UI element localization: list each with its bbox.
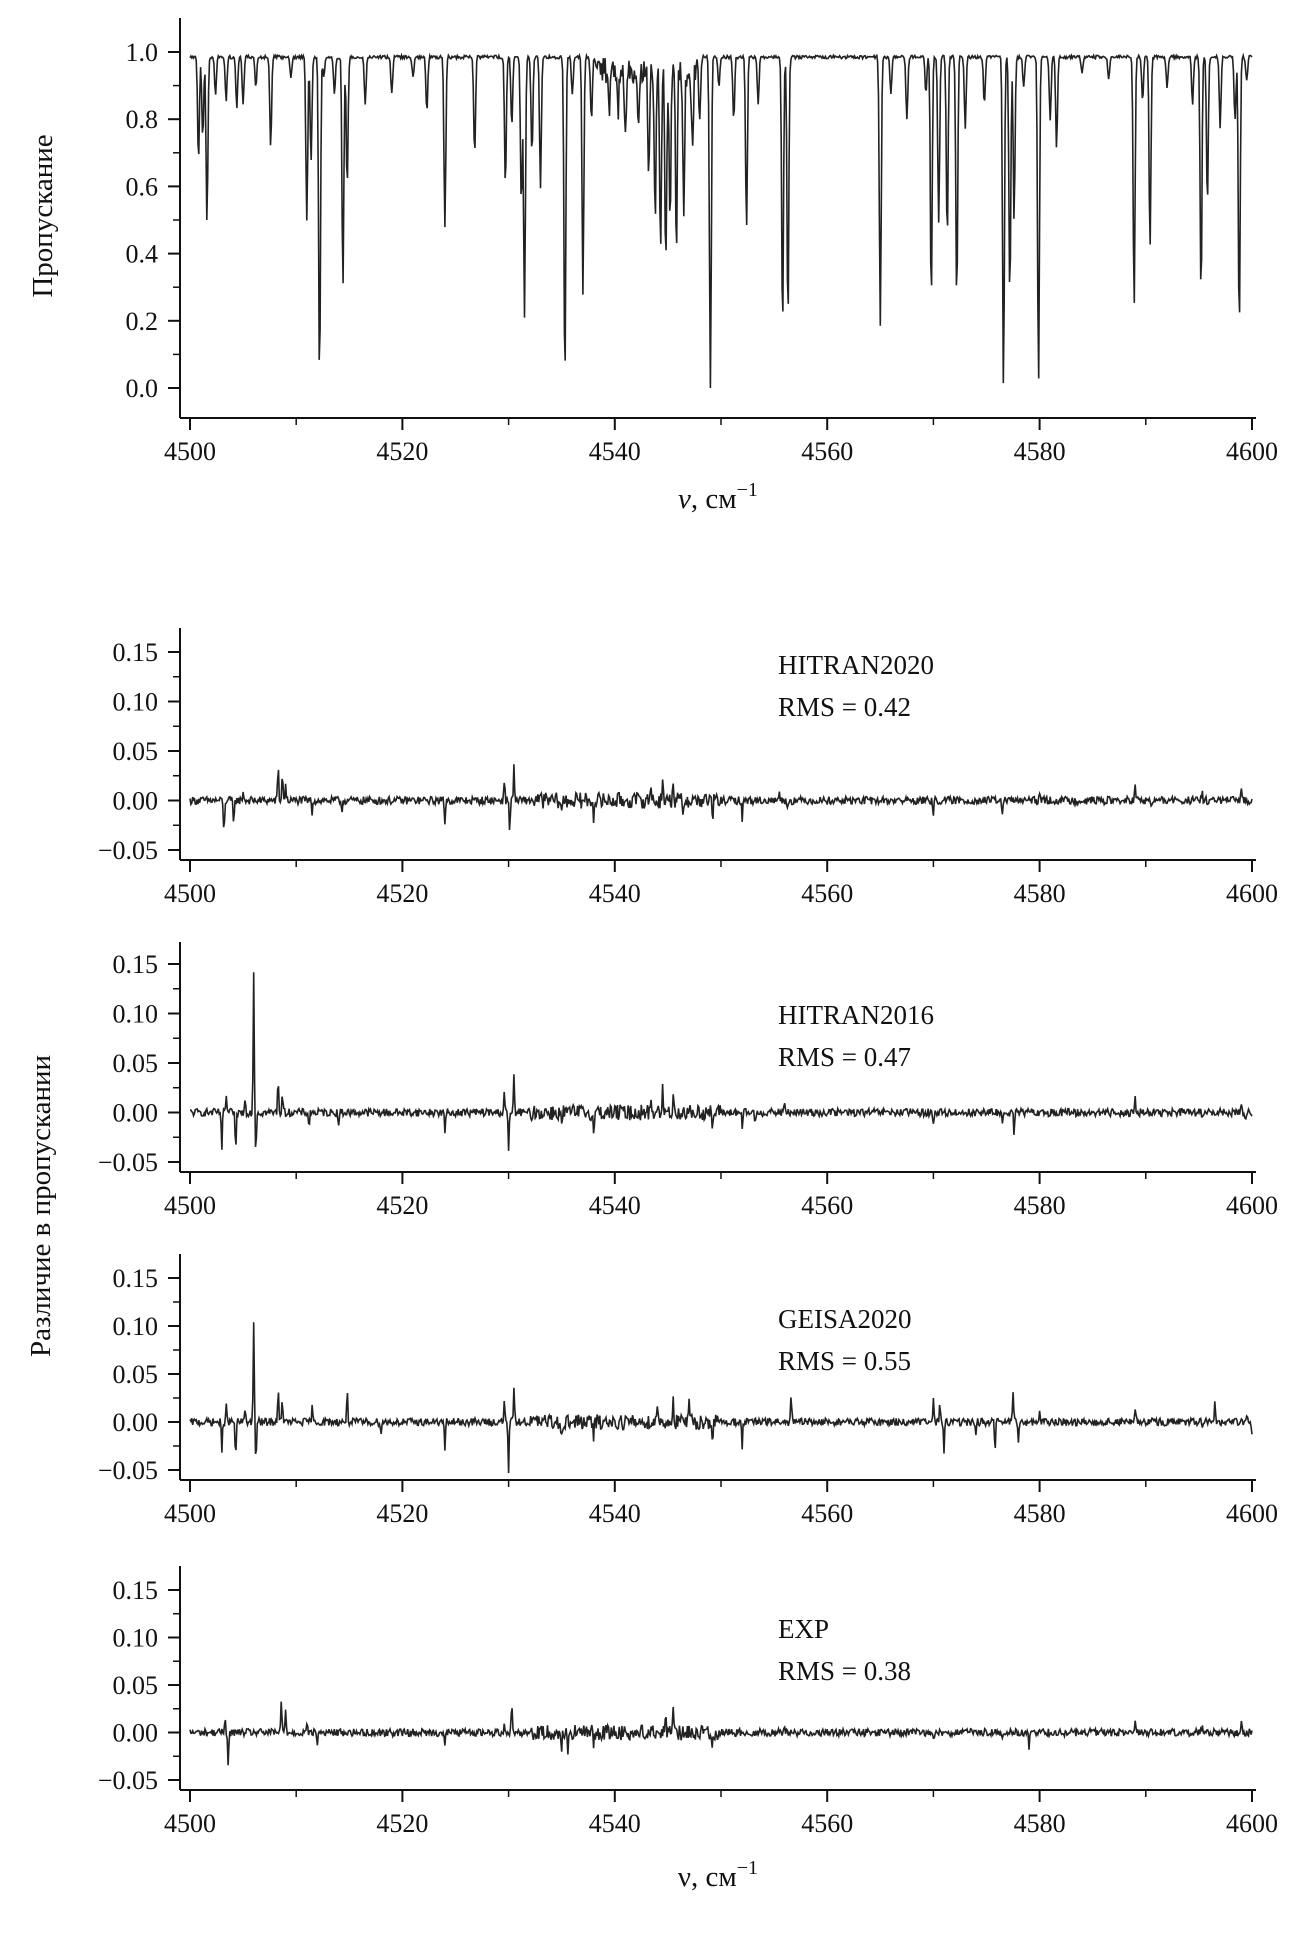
rms-label: RMS = 0.47 — [778, 1042, 911, 1072]
x-tick-label: 4600 — [1226, 437, 1278, 466]
series-name-label: EXP — [778, 1614, 829, 1644]
y-tick-label: 0.00 — [113, 1408, 159, 1437]
rms-label: RMS = 0.55 — [778, 1346, 911, 1376]
y-tick-label: 0.00 — [113, 1719, 159, 1748]
axis-ticks — [168, 963, 1253, 1184]
x-tick-label: 4520 — [376, 1191, 428, 1220]
y-tick-label: 0.6 — [126, 172, 159, 201]
x-axis-title: ν, см−1 — [678, 479, 758, 515]
y-tick-label: −0.05 — [98, 1766, 158, 1795]
axis-ticks — [168, 1589, 1253, 1802]
x-tick-label: 4560 — [801, 1809, 853, 1838]
x-tick-label: 4540 — [589, 1499, 641, 1528]
x-tick-label: 4500 — [164, 1191, 216, 1220]
y-tick-label: 0.05 — [113, 737, 159, 766]
y-tick-label: 0.10 — [113, 1312, 159, 1341]
x-tick-label: 4560 — [801, 879, 853, 908]
y-tick-label: 0.8 — [126, 105, 159, 134]
exp-series-line — [189, 1701, 1253, 1766]
geisa2020-series-line — [189, 1322, 1253, 1474]
y-tick-label: 0.10 — [113, 1624, 159, 1653]
geisa2020-difference-panel: 4500 4520 4540 4560 4580 4600 −0.05 0.00 0.05 0.1… — [98, 1254, 1278, 1528]
y-tick-label: 0.00 — [113, 787, 159, 816]
x-tick-label: 4540 — [589, 1191, 641, 1220]
x-axis-exponent: −1 — [737, 1857, 758, 1879]
y-tick-label: 0.15 — [113, 1576, 159, 1605]
tick-labels: 4500 4520 4540 4560 4580 4600 −0.05 0.00 0.05 0.1… — [98, 1576, 1278, 1838]
hitran2016-difference-panel: 4500 4520 4540 4560 4580 4600 −0.05 0.00 0.05 0.1… — [98, 942, 1278, 1220]
tick-labels: 4500 4520 4540 4560 4580 4600 −0.05 0.00 0.05 0.1… — [98, 638, 1278, 908]
y-tick-label: 0.0 — [126, 374, 159, 403]
y-tick-label: 0.05 — [113, 1360, 159, 1389]
y-tick-label: 0.00 — [113, 1099, 159, 1128]
x-tick-label: 4500 — [164, 879, 216, 908]
rms-label: RMS = 0.38 — [778, 1656, 911, 1686]
series-name-label: HITRAN2020 — [778, 650, 934, 680]
y-tick-label: 0.15 — [113, 950, 159, 979]
shared-y-axis-title: Различие в пропускании — [25, 1055, 57, 1357]
exp-difference-panel: 4500 4520 4540 4560 4580 4600 −0.05 0.00 0.05 0.1… — [98, 1566, 1278, 1893]
hitran2016-series-line — [189, 972, 1253, 1151]
series-name-label: HITRAN2016 — [778, 1000, 934, 1030]
x-tick-label: 4580 — [1014, 437, 1066, 466]
tick-labels: 4500 4520 4540 4560 4580 4600 −0.05 0.00 0.05 0.1… — [98, 950, 1278, 1220]
axis-ticks — [168, 651, 1253, 872]
transmission-series-line — [189, 52, 1253, 389]
y-tick-label: −0.05 — [98, 1456, 158, 1485]
x-tick-label: 4540 — [589, 437, 641, 466]
y-tick-label: 0.05 — [113, 1049, 159, 1078]
y-tick-label: 0.4 — [126, 240, 159, 269]
x-tick-label: 4560 — [801, 1499, 853, 1528]
x-tick-label: 4560 — [801, 437, 853, 466]
x-tick-label: 4580 — [1014, 1191, 1066, 1220]
tick-labels: 4500 4520 4540 4560 4580 4600 −0.05 0.00 0.05 0.1… — [98, 1264, 1278, 1528]
y-tick-label: −0.05 — [98, 836, 158, 865]
y-tick-label: 0.10 — [113, 1000, 159, 1029]
x-tick-label: 4520 — [376, 879, 428, 908]
y-tick-label: 0.15 — [113, 1264, 159, 1293]
y-tick-label: 0.2 — [126, 307, 159, 336]
x-tick-label: 4560 — [801, 1191, 853, 1220]
x-tick-label: 4540 — [589, 879, 641, 908]
y-tick-label: 0.10 — [113, 688, 159, 717]
x-tick-label: 4600 — [1226, 1809, 1278, 1838]
x-tick-label: 4580 — [1014, 1499, 1066, 1528]
x-tick-label: 4580 — [1014, 1809, 1066, 1838]
tick-labels: 4500 4520 4540 4560 4580 4600 0.0 0.2 0.4 0.6 0.8 1… — [126, 38, 1279, 466]
x-axis-exponent: −1 — [737, 479, 758, 501]
y-tick-label: −0.05 — [98, 1148, 158, 1177]
x-axis-symbol: ν — [678, 1861, 691, 1893]
series-name-label: GEISA2020 — [778, 1304, 912, 1334]
rms-label: RMS = 0.42 — [778, 692, 911, 722]
x-axis-title: ν, см−1 — [678, 1857, 758, 1893]
y-axis-title: Пропускание — [27, 134, 59, 297]
x-tick-label: 4520 — [376, 1809, 428, 1838]
x-tick-label: 4500 — [164, 1809, 216, 1838]
y-tick-label: 0.05 — [113, 1671, 159, 1700]
x-axis-unit: , см — [691, 1861, 737, 1893]
x-axis-unit: , см — [691, 483, 737, 515]
x-tick-label: 4520 — [376, 437, 428, 466]
x-axis-symbol: ν — [678, 483, 691, 515]
x-tick-label: 4500 — [164, 437, 216, 466]
x-tick-label: 4600 — [1226, 1191, 1278, 1220]
x-tick-label: 4500 — [164, 1499, 216, 1528]
x-tick-label: 4540 — [589, 1809, 641, 1838]
transmission-panel: 4500 4520 4540 4560 4580 4600 0.0 0.2 0.4 0.6 0.8 1… — [27, 18, 1278, 515]
x-tick-label: 4580 — [1014, 879, 1066, 908]
axis-ticks — [168, 1277, 1253, 1492]
x-tick-label: 4520 — [376, 1499, 428, 1528]
hitran2020-series-line — [189, 764, 1253, 831]
x-tick-label: 4600 — [1226, 1499, 1278, 1528]
y-tick-label: 1.0 — [126, 38, 159, 67]
x-tick-label: 4600 — [1226, 879, 1278, 908]
axis-ticks — [168, 51, 1253, 430]
y-tick-label: 0.15 — [113, 638, 159, 667]
hitran2020-difference-panel: 4500 4520 4540 4560 4580 4600 −0.05 0.00 0.05 0.1… — [98, 628, 1278, 908]
